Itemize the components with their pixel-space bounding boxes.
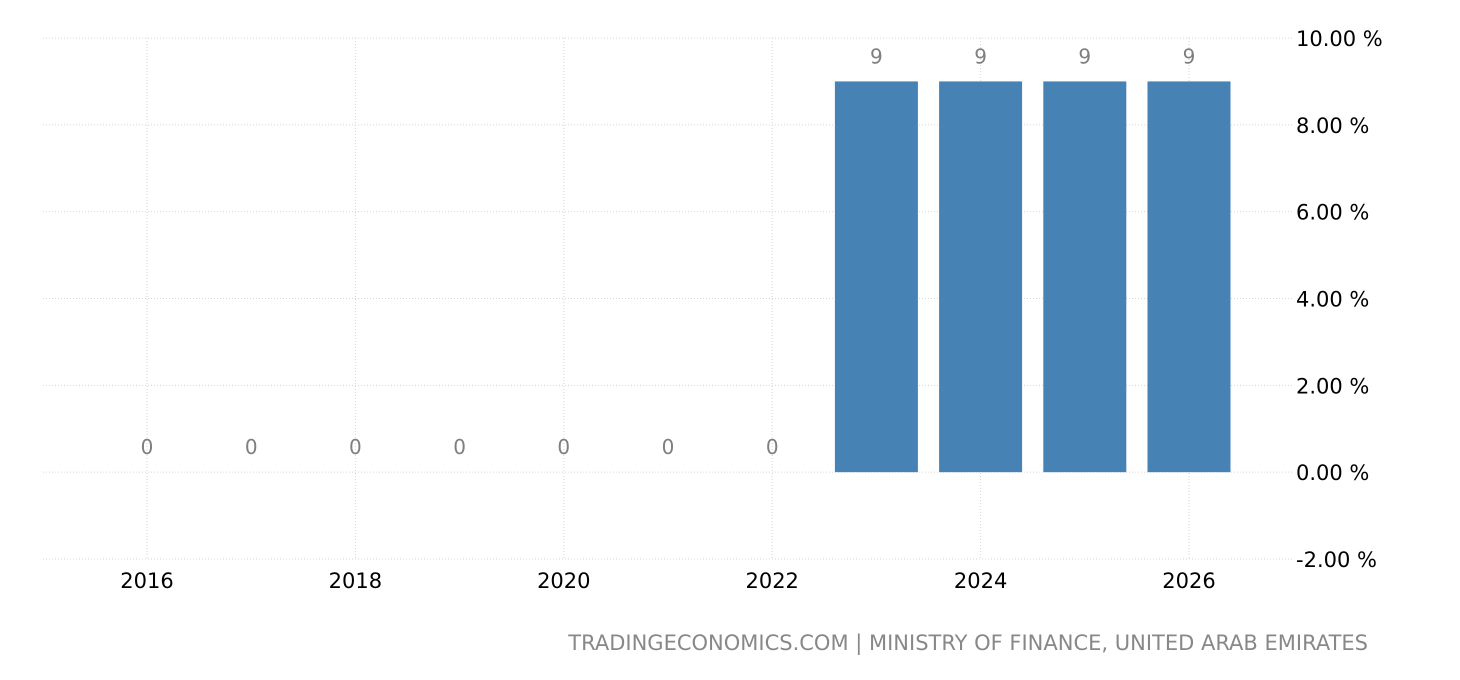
bar-layer <box>834 81 1231 473</box>
data-label: 0 <box>766 435 779 459</box>
y-tick-label: 4.00 % <box>1296 288 1369 312</box>
data-label-layer: 0 0 0 0 0 0 0 9 9 9 9 <box>141 44 1196 459</box>
x-tick-label: 2020 <box>537 569 590 593</box>
source-credit: TRADINGECONOMICS.COM | MINISTRY OF FINAN… <box>567 631 1368 656</box>
x-tick-label: 2022 <box>745 569 798 593</box>
data-label: 9 <box>870 44 883 68</box>
data-label: 0 <box>349 435 362 459</box>
bar <box>834 81 918 473</box>
data-label: 9 <box>1183 44 1196 68</box>
bar <box>939 81 1023 473</box>
x-tick-label: 2016 <box>120 569 173 593</box>
y-tick-label: 10.00 % <box>1296 27 1383 51</box>
data-label: 0 <box>453 435 466 459</box>
x-axis: 2016 2018 2020 2022 2024 2026 <box>120 569 1215 593</box>
data-label: 9 <box>974 44 987 68</box>
data-label: 0 <box>245 435 258 459</box>
y-axis: 10.00 % 8.00 % 6.00 % 4.00 % 2.00 % 0.00 % -2.… <box>1296 27 1383 572</box>
data-label: 9 <box>1078 44 1091 68</box>
data-label: 0 <box>141 435 154 459</box>
data-label: 0 <box>557 435 570 459</box>
y-tick-label: 6.00 % <box>1296 201 1369 225</box>
y-tick-label: 8.00 % <box>1296 114 1369 138</box>
x-tick-label: 2026 <box>1162 569 1215 593</box>
grid-layer <box>43 37 1292 560</box>
y-tick-label: -2.00 % <box>1296 548 1377 572</box>
x-tick-label: 2018 <box>329 569 382 593</box>
x-tick-label: 2024 <box>954 569 1007 593</box>
bar <box>1043 81 1127 473</box>
y-tick-label: 0.00 % <box>1296 461 1369 485</box>
data-label: 0 <box>662 435 675 459</box>
bar <box>1147 81 1231 473</box>
y-tick-label: 2.00 % <box>1296 374 1369 398</box>
